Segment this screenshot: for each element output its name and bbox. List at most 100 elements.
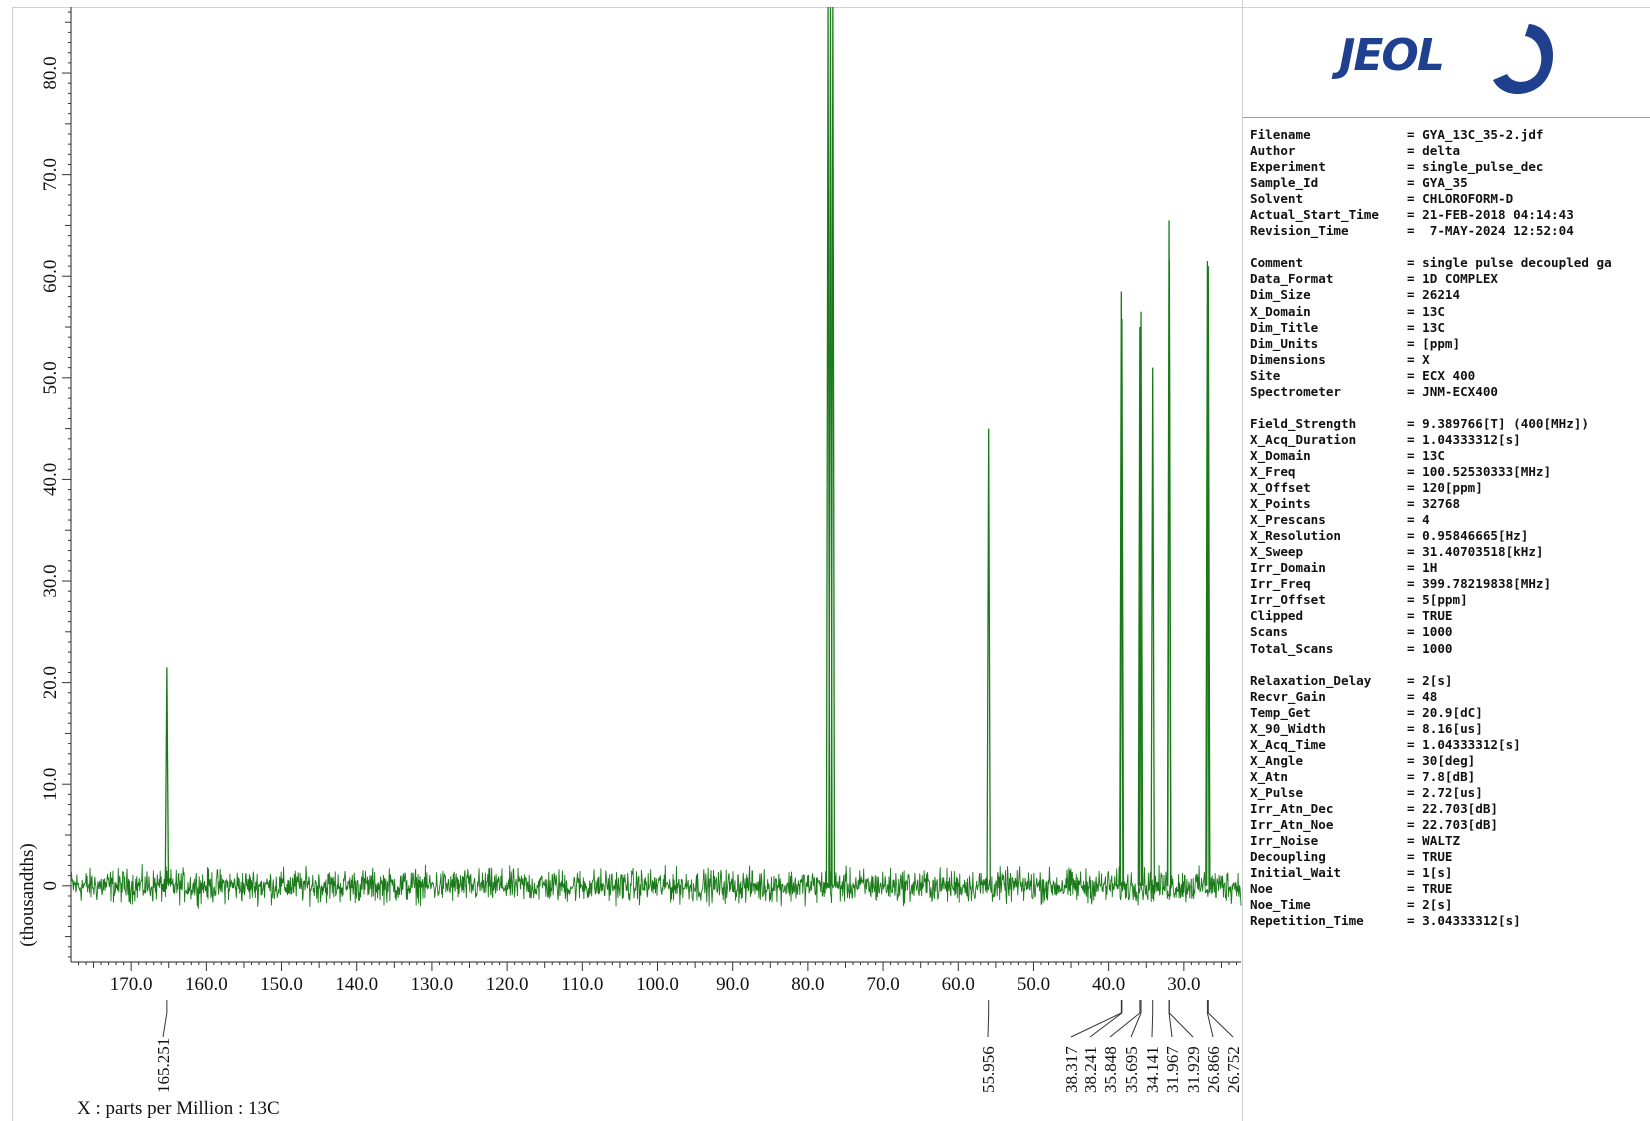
parameter-key: X_Angle <box>1250 752 1304 768</box>
x-tick-label: 110.0 <box>561 974 603 995</box>
parameter-row: Dim_Title = 13C <box>1250 320 1612 336</box>
parameter-value: = 120[ppm] <box>1407 480 1483 496</box>
peak-label: 34.141 <box>1143 1046 1162 1093</box>
parameter-row: Filename = GYA_13C_35-2.jdf <box>1250 127 1612 143</box>
x-axis-label: X : parts per Million : 13C <box>77 1098 280 1119</box>
parameter-key: X_Atn <box>1250 768 1288 784</box>
parameter-spacer <box>1250 657 1612 673</box>
parameter-key: Relaxation_Delay <box>1250 672 1372 688</box>
peak-leader <box>987 1012 990 1038</box>
peak-label: 35.695 <box>1122 1046 1141 1093</box>
parameter-key: Irr_Noise <box>1250 833 1319 849</box>
y-axis: 0 10.0 20.0 30.0 40.0 50.0 60.0 70.0 80.0 <box>40 7 72 962</box>
parameter-value: = 7-MAY-2024 12:52:04 <box>1407 223 1574 239</box>
peak-label: 31.967 <box>1163 1046 1182 1093</box>
parameter-row: X_Freq = 100.52530333[MHz] <box>1250 464 1612 480</box>
parameter-key: Data_Format <box>1250 271 1334 287</box>
parameter-row: X_Pulse = 2.72[us] <box>1250 785 1612 801</box>
peak-leader <box>1206 1012 1214 1038</box>
parameter-row: Irr_Freq = 399.78219838[MHz] <box>1250 576 1612 592</box>
spectrum-peak <box>164 667 170 886</box>
x-tick-label: 60.0 <box>942 974 975 995</box>
x-tick-label: 130.0 <box>411 974 454 995</box>
parameter-value: = 1D COMPLEX <box>1407 271 1498 287</box>
parameter-key: Temp_Get <box>1250 704 1311 720</box>
spectrum-peak <box>1167 260 1172 886</box>
parameter-row: X_Resolution = 0.95846665[Hz] <box>1250 528 1612 544</box>
parameter-key: Field_Strength <box>1250 415 1357 431</box>
parameter-row: Irr_Atn_Noe = 22.703[dB] <box>1250 817 1612 833</box>
spectrum-peak <box>830 6 836 886</box>
parameter-row: X_Prescans = 4 <box>1250 512 1612 528</box>
parameter-value: = JNM-ECX400 <box>1407 383 1498 399</box>
parameter-row: Comment = single pulse decoupled ga <box>1250 255 1612 271</box>
parameter-row: Author = delta <box>1250 143 1612 159</box>
parameter-value: = 13C <box>1407 303 1445 319</box>
parameter-key: Experiment <box>1250 159 1326 175</box>
peak-leader <box>1151 1012 1154 1038</box>
parameter-value: = TRUE <box>1407 881 1453 897</box>
parameter-row: Irr_Domain = 1H <box>1250 560 1612 576</box>
parameter-row: Scans = 1000 <box>1250 624 1612 640</box>
parameter-row: Initial_Wait = 1[s] <box>1250 865 1612 881</box>
x-tick-label: 30.0 <box>1167 974 1200 995</box>
parameter-key: Dim_Units <box>1250 335 1319 351</box>
parameter-value: = 4 <box>1407 512 1430 528</box>
peak-leader <box>1089 1012 1123 1038</box>
parameter-row: X_Angle = 30[deg] <box>1250 753 1612 769</box>
parameter-key: X_Freq <box>1250 463 1296 479</box>
parameter-key: X_Pulse <box>1250 784 1304 800</box>
parameter-row: Repetition_Time = 3.04333312[s] <box>1250 913 1612 929</box>
parameter-row: Dim_Units = [ppm] <box>1250 336 1612 352</box>
parameter-value: = delta <box>1407 143 1461 159</box>
parameter-value: = 32768 <box>1407 496 1461 512</box>
parameter-value: = ECX 400 <box>1407 367 1476 383</box>
parameter-key: Irr_Domain <box>1250 560 1326 576</box>
parameter-key: X_90_Width <box>1250 720 1326 736</box>
parameter-value: = WALTZ <box>1407 833 1461 849</box>
parameter-key: Irr_Offset <box>1250 592 1326 608</box>
parameter-key: Comment <box>1250 255 1304 271</box>
parameter-row: Actual_Start_Time = 21-FEB-2018 04:14:43 <box>1250 207 1612 223</box>
y-axis-label: (thousandths) <box>17 843 38 946</box>
parameter-row: Spectrometer = JNM-ECX400 <box>1250 384 1612 400</box>
parameter-key: Irr_Atn_Dec <box>1250 800 1334 816</box>
parameter-row: Noe = TRUE <box>1250 881 1612 897</box>
x-axis: 170.0 160.0 150.0 140.0 130.0 120.0 110.0 100.0… <box>71 961 1241 995</box>
parameter-value: = 399.78219838[MHz] <box>1407 576 1552 592</box>
parameter-row: Solvent = CHLOROFORM-D <box>1250 191 1612 207</box>
parameter-row: X_Atn = 7.8[dB] <box>1250 769 1612 785</box>
x-tick-label: 160.0 <box>185 974 228 995</box>
peak-label: 35.848 <box>1101 1046 1120 1093</box>
parameter-value: = 1.04333312[s] <box>1407 431 1521 447</box>
parameter-value: = 13C <box>1407 447 1445 463</box>
parameter-row: X_Sweep = 31.40703518[kHz] <box>1250 544 1612 560</box>
spectrum-trace <box>70 6 1242 909</box>
parameter-value: = 48 <box>1407 688 1438 704</box>
parameter-value: = 20.9[dC] <box>1407 704 1483 720</box>
x-tick-label: 90.0 <box>716 974 749 995</box>
parameter-value: = 2.72[us] <box>1407 784 1483 800</box>
spectrum-peak <box>1119 318 1125 886</box>
parameter-row: Experiment = single_pulse_dec <box>1250 159 1612 175</box>
parameter-value: = 26214 <box>1407 287 1461 303</box>
parameter-key: Dim_Size <box>1250 287 1311 303</box>
parameter-row: Clipped = TRUE <box>1250 608 1612 624</box>
parameter-key: Initial_Wait <box>1250 865 1341 881</box>
parameter-row: Recvr_Gain = 48 <box>1250 689 1612 705</box>
parameter-key: Irr_Freq <box>1250 576 1311 592</box>
parameter-row: Sample_Id = GYA_35 <box>1250 175 1612 191</box>
parameter-key: X_Prescans <box>1250 512 1326 528</box>
parameter-row: Data_Format = 1D COMPLEX <box>1250 271 1612 287</box>
parameter-value: = 1H <box>1407 560 1438 576</box>
parameter-key: Noe_Time <box>1250 897 1311 913</box>
parameter-row: Dimensions = X <box>1250 352 1612 368</box>
parameter-key: Sample_Id <box>1250 175 1319 191</box>
parameter-value: = 31.40703518[kHz] <box>1407 544 1544 560</box>
parameter-value: = GYA_13C_35-2.jdf <box>1407 127 1544 142</box>
nmr-spectrum-chart: 010.020.030.040.050.060.070.080.0 170.0 1… <box>17 6 1242 1119</box>
parameter-row: Noe_Time = 2[s] <box>1250 897 1612 913</box>
parameter-row: Relaxation_Delay = 2[s] <box>1250 673 1612 689</box>
peak-label: 31.929 <box>1184 1046 1203 1093</box>
parameter-row: X_Offset = 120[ppm] <box>1250 480 1612 496</box>
